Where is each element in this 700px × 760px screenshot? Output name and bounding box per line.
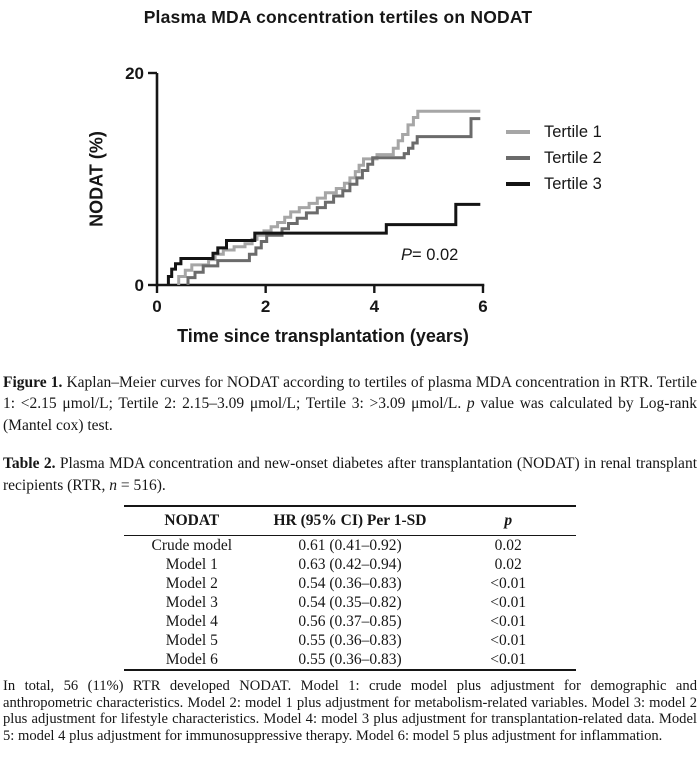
table-row: Model 6 0.55 (0.36–0.83) <0.01	[124, 650, 576, 670]
x-tick-label: 2	[261, 297, 270, 316]
p-value-symbol: P	[401, 246, 413, 264]
legend-line-swatch	[506, 130, 530, 134]
table-caption: Table 2. Plasma MDA concentration and ne…	[3, 453, 697, 496]
table-cell: Model 5	[165, 631, 218, 649]
x-tick-label: 4	[370, 297, 380, 316]
table-row: Model 2 0.54 (0.36–0.83) <0.01	[124, 574, 576, 593]
table-column-header: HR (95% CI) Per 1-SD	[273, 511, 427, 529]
text-run: Plasma MDA concentration and new-onset d…	[3, 455, 697, 494]
p-value-annotation: P= 0.02	[401, 246, 458, 265]
figure-caption: Figure 1. Kaplan–Meier curves for NODAT …	[3, 372, 697, 436]
table-row: Model 3 0.54 (0.35–0.82) <0.01	[124, 593, 576, 612]
legend-item-2: Tertile 2	[506, 145, 602, 171]
y-axis-label: NODAT (%)	[86, 131, 107, 227]
table-body: Crude model 0.61 (0.41–0.92) 0.02 Model 1 0.…	[124, 535, 576, 670]
table-cell: Model 1	[165, 555, 218, 573]
table-column-header: p	[504, 511, 513, 529]
km-curve-tertile-2	[186, 117, 481, 285]
text-run: Figure 1.	[3, 374, 63, 391]
km-curve-tertile-1	[177, 109, 481, 285]
table-cell: 0.54 (0.36–0.83)	[298, 574, 402, 592]
table-cell: Model 3	[165, 593, 218, 611]
table-cell: 0.63 (0.42–0.94)	[298, 555, 402, 573]
text-run: n	[109, 476, 118, 494]
legend-line-swatch	[506, 156, 530, 160]
table-cell: <0.01	[490, 574, 527, 592]
p-value-text: = 0.02	[412, 246, 459, 264]
text-run: Table 2.	[3, 455, 56, 473]
results-table: NODAT HR (95% CI) Per 1-SD p Crude model 0.…	[124, 505, 576, 671]
table-header-row: NODAT HR (95% CI) Per 1-SD p	[124, 505, 576, 536]
table-cell: Model 4	[165, 612, 218, 630]
table-cell: Model 2	[165, 574, 218, 592]
legend-label: Tertile 1	[544, 122, 602, 141]
table-cell: Model 6	[165, 650, 218, 668]
legend-item-1: Tertile 1	[506, 119, 602, 145]
text-run: = 516).	[117, 476, 166, 494]
table-cell: 0.61 (0.41–0.92)	[298, 536, 402, 554]
table-cell: Crude model	[151, 536, 233, 554]
legend-item-3: Tertile 3	[506, 171, 602, 197]
x-tick-label: 0	[152, 297, 161, 316]
km-figure: Plasma MDA concentration tertiles on NOD…	[0, 0, 700, 362]
table-cell: <0.01	[490, 650, 527, 668]
km-curve-tertile-3	[166, 202, 481, 285]
table-header: NODAT HR (95% CI) Per 1-SD p	[124, 505, 576, 536]
x-tick-label: 6	[478, 297, 487, 316]
y-tick-label: 20	[125, 64, 144, 83]
table-row: Crude model 0.61 (0.41–0.92) 0.02	[124, 535, 576, 555]
km-plot: 0 2 4 6 0 20	[125, 64, 488, 316]
table-row: Model 4 0.56 (0.37–0.85) <0.01	[124, 612, 576, 631]
table-cell: 0.54 (0.35–0.82)	[298, 593, 402, 611]
legend-line-swatch	[506, 182, 530, 186]
table-cell: 0.55 (0.36–0.83)	[298, 631, 402, 649]
legend-label: Tertile 2	[544, 148, 602, 167]
table-cell: 0.02	[494, 536, 522, 554]
x-axis-label: Time since transplantation (years)	[177, 326, 469, 346]
table-cell: <0.01	[490, 593, 527, 611]
table-cell: 0.56 (0.37–0.85)	[298, 612, 402, 630]
table-row: Model 5 0.55 (0.36–0.83) <0.01	[124, 631, 576, 650]
text-run: p	[466, 395, 475, 413]
text-run: value was calculated by Log-rank (Mantel…	[3, 395, 697, 434]
table-cell: 0.02	[494, 555, 522, 573]
table-column-header: NODAT	[164, 511, 220, 529]
table-cell: <0.01	[490, 612, 527, 630]
table-cell: <0.01	[490, 631, 527, 649]
table-cell: 0.55 (0.36–0.83)	[298, 650, 402, 668]
text-run: Kaplan–Meier curves for NODAT according …	[3, 374, 698, 413]
y-tick-label: 0	[135, 276, 144, 295]
table-footnote: In total, 56 (11%) RTR developed NODAT. …	[3, 677, 697, 744]
table-row: Model 1 0.63 (0.42–0.94) 0.02	[124, 555, 576, 574]
chart-title: Plasma MDA concentration tertiles on NOD…	[143, 7, 533, 27]
legend: Tertile 1 Tertile 2 Tertile 3	[506, 119, 602, 197]
legend-label: Tertile 3	[544, 174, 602, 193]
